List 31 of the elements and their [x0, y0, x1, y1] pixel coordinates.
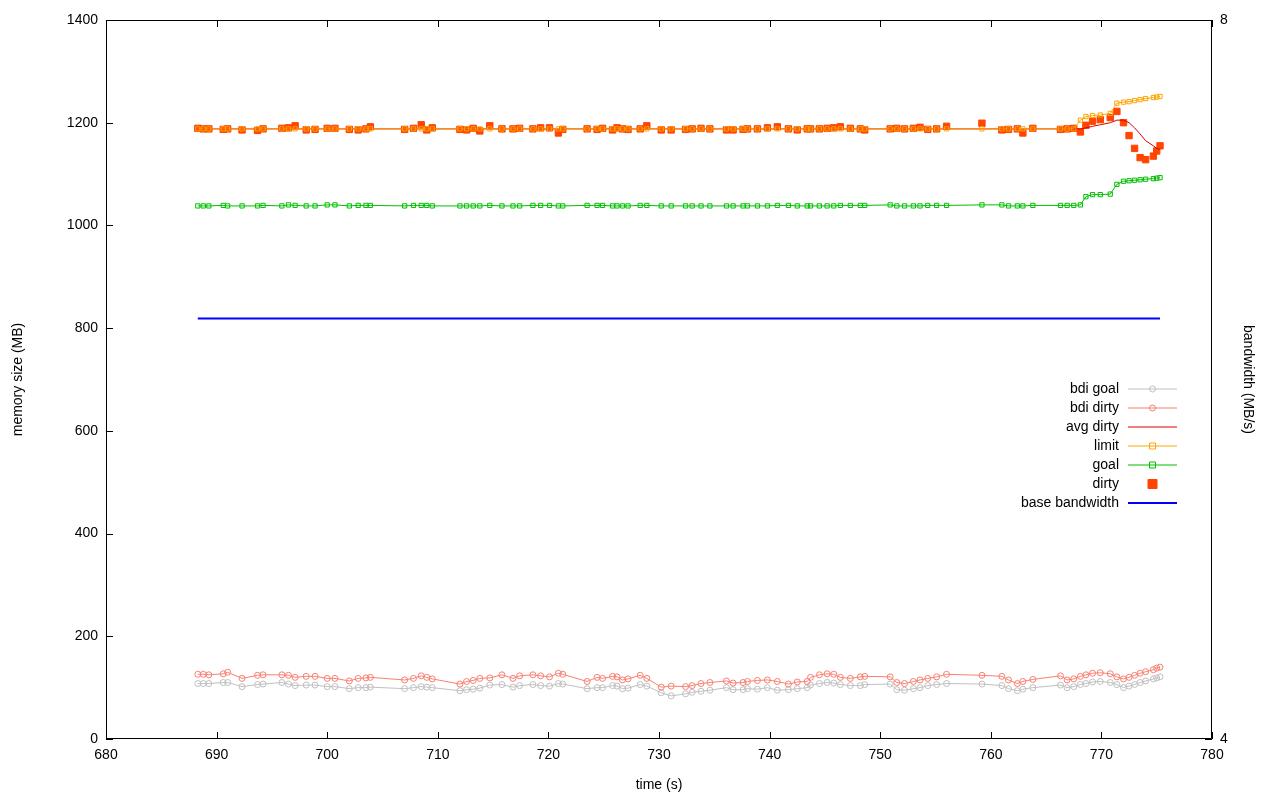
x-tick-label: 710	[426, 746, 450, 763]
y2-tick-label: 4	[1220, 729, 1228, 746]
legend-label: bdi dirty	[1069, 398, 1119, 415]
legend-label: avg dirty	[1066, 417, 1119, 434]
x-tick-label: 780	[1200, 746, 1224, 763]
y-tick-label: 1200	[66, 113, 99, 130]
x-tick-label: 680	[94, 746, 118, 763]
y-tick-label: 0	[90, 729, 99, 746]
x-tick-label: 750	[868, 746, 893, 763]
y-tick-label: 800	[74, 319, 99, 335]
legend-label: dirty	[1092, 474, 1119, 491]
legend-label: bdi goal	[1069, 379, 1119, 396]
legend-label: limit	[1094, 436, 1120, 453]
y2-tick-label: 8	[1220, 10, 1228, 27]
x-tick-label: 770	[1089, 746, 1114, 763]
x-tick-label: 690	[204, 746, 229, 763]
y-tick-label: 1400	[66, 10, 99, 27]
y2-axis-title: bandwidth (MB/s)	[1240, 325, 1257, 434]
x-tick-label: 730	[647, 746, 671, 763]
legend-label: goal	[1092, 455, 1119, 472]
x-tick-label: 720	[536, 746, 561, 763]
y-tick-label: 200	[74, 627, 99, 644]
y-tick-label: 600	[74, 421, 99, 438]
x-tick-label: 760	[979, 746, 1003, 763]
x-tick-label: 700	[315, 746, 340, 763]
legend-label: base bandwidth	[1020, 493, 1119, 510]
x-axis-title: time (s)	[635, 776, 683, 793]
y-tick-label: 400	[74, 524, 99, 541]
y-tick-label: 1000	[66, 216, 99, 233]
y-axis-title: memory size (MB)	[9, 322, 26, 437]
x-tick-label: 740	[757, 746, 782, 763]
